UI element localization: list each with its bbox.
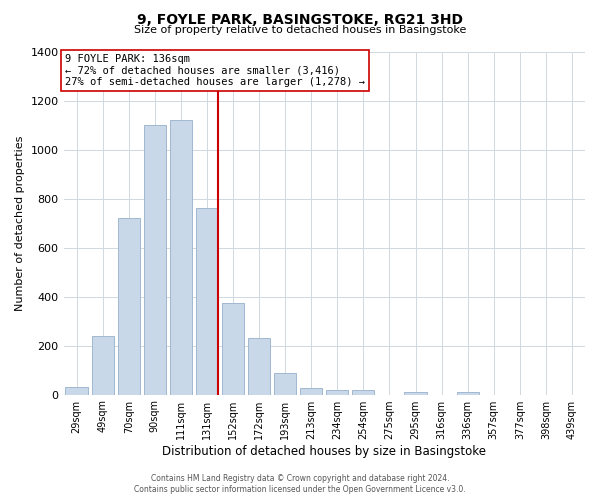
Text: Contains HM Land Registry data © Crown copyright and database right 2024.
Contai: Contains HM Land Registry data © Crown c… <box>134 474 466 494</box>
Bar <box>326 390 349 394</box>
Text: 9 FOYLE PARK: 136sqm
← 72% of detached houses are smaller (3,416)
27% of semi-de: 9 FOYLE PARK: 136sqm ← 72% of detached h… <box>65 54 365 87</box>
Bar <box>196 208 218 394</box>
Bar <box>457 392 479 394</box>
Text: 9, FOYLE PARK, BASINGSTOKE, RG21 3HD: 9, FOYLE PARK, BASINGSTOKE, RG21 3HD <box>137 12 463 26</box>
Bar <box>118 218 140 394</box>
Bar <box>170 120 192 394</box>
X-axis label: Distribution of detached houses by size in Basingstoke: Distribution of detached houses by size … <box>162 444 486 458</box>
Y-axis label: Number of detached properties: Number of detached properties <box>15 136 25 310</box>
Bar <box>144 125 166 394</box>
Bar <box>92 336 114 394</box>
Bar <box>352 390 374 394</box>
Bar <box>222 302 244 394</box>
Bar <box>65 387 88 394</box>
Text: Size of property relative to detached houses in Basingstoke: Size of property relative to detached ho… <box>134 25 466 35</box>
Bar <box>404 392 427 394</box>
Bar <box>274 372 296 394</box>
Bar <box>300 388 322 394</box>
Bar <box>248 338 270 394</box>
